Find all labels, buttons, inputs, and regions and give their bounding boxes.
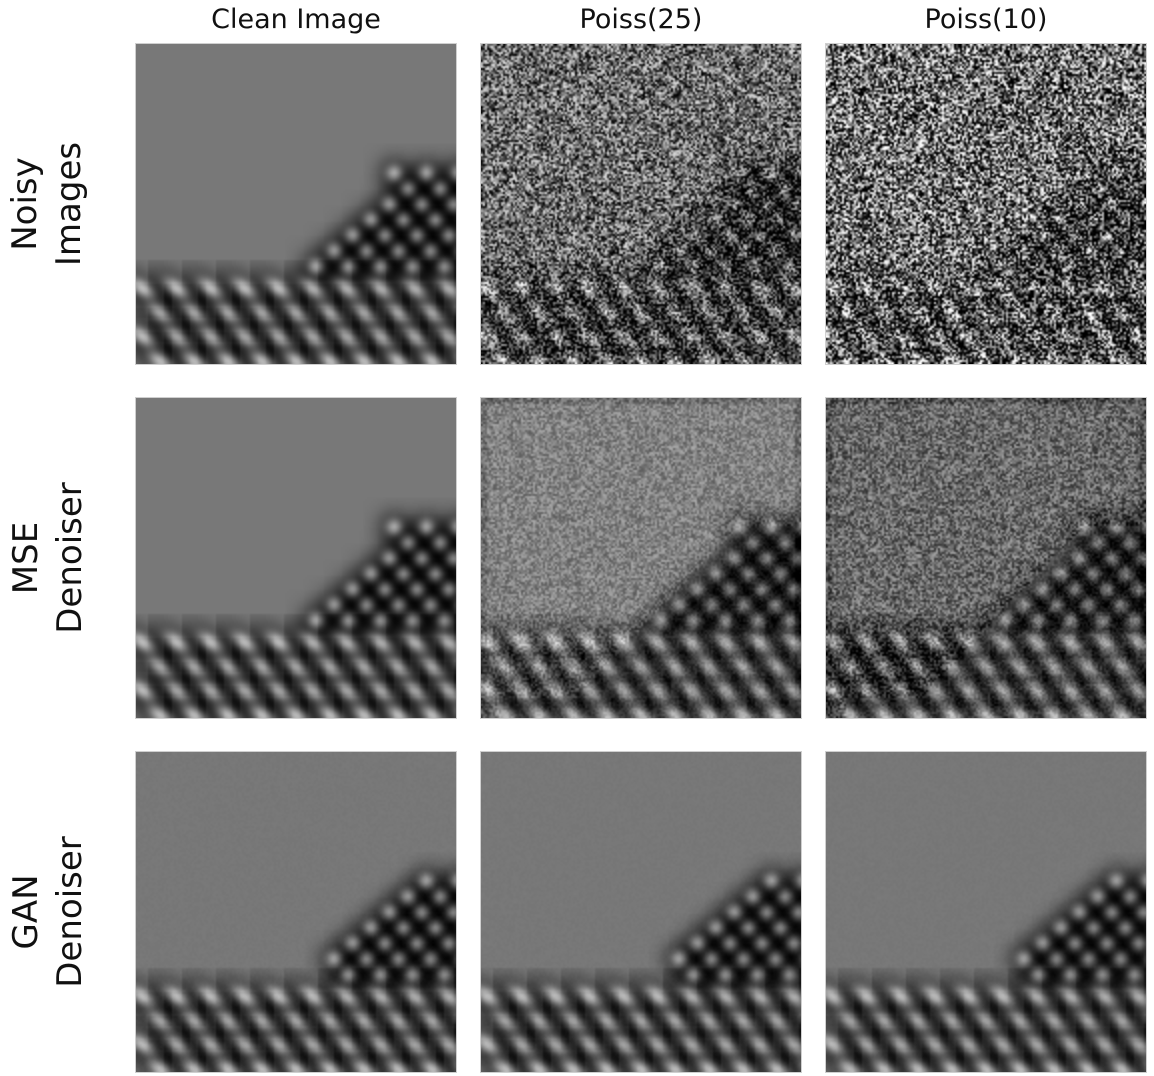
image-noisy-poiss25 (481, 44, 801, 364)
image-gan-poiss25 (481, 752, 801, 1072)
row-label-noisy: Noisy Images (0, 44, 95, 364)
row-label-mse-line2: Denoiser (49, 482, 90, 634)
image-noisy-poiss10 (826, 44, 1146, 364)
image-gan-poiss10 (826, 752, 1146, 1072)
row-label-gan: GAN Denoiser (0, 752, 95, 1072)
image-mse-clean (136, 398, 456, 718)
row-label-noisy-line2: Images (49, 141, 90, 267)
column-title-clean: Clean Image (211, 4, 381, 35)
row-label-gan-line1: GAN (5, 874, 46, 950)
row-label-mse-line1: MSE (5, 521, 46, 595)
column-title-poiss10: Poiss(10) (924, 4, 1048, 35)
row-label-mse: MSE Denoiser (0, 398, 95, 718)
image-noisy-clean (136, 44, 456, 364)
image-mse-poiss25 (481, 398, 801, 718)
column-title-poiss25: Poiss(25) (579, 4, 703, 35)
image-gan-clean (136, 752, 456, 1072)
row-label-noisy-line1: Noisy (5, 157, 46, 251)
image-mse-poiss10 (826, 398, 1146, 718)
row-label-gan-line2: Denoiser (49, 836, 90, 988)
